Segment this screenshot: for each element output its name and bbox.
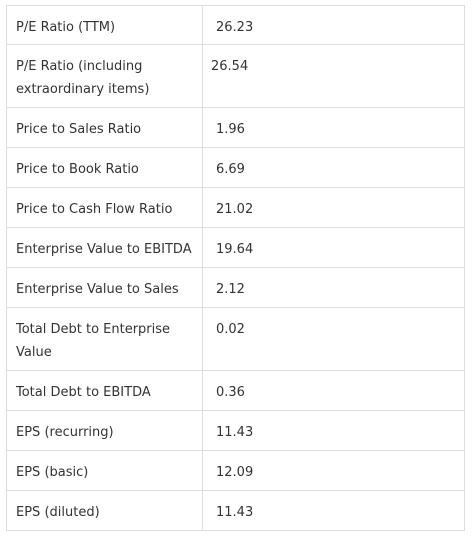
table-row-price-to-book: Price to Book Ratio 6.69: [6, 147, 465, 188]
ratio-label: Price to Cash Flow Ratio: [6, 187, 203, 228]
ratio-value: 11.43: [202, 490, 465, 531]
table-row-ev-to-sales: Enterprise Value to Sales 2.12: [6, 267, 465, 308]
ratio-label: Enterprise Value to Sales: [6, 267, 203, 308]
ratio-label: Enterprise Value to EBITDA: [6, 227, 203, 268]
ratio-label: EPS (basic): [6, 450, 203, 491]
table-row-pe-ttm: P/E Ratio (TTM) 26.23: [6, 5, 465, 45]
table-row-ev-to-ebitda: Enterprise Value to EBITDA 19.64: [6, 227, 465, 268]
ratio-value: 12.09: [202, 450, 465, 491]
ratio-value: 21.02: [202, 187, 465, 228]
ratio-label: Total Debt to Enterprise Value: [6, 307, 203, 371]
ratio-label: P/E Ratio (including extraordinary items…: [6, 44, 203, 108]
table-row-eps-recurring: EPS (recurring) 11.43: [6, 410, 465, 451]
table-row-eps-basic: EPS (basic) 12.09: [6, 450, 465, 491]
ratio-value: 2.12: [202, 267, 465, 308]
ratios-table-body: P/E Ratio (TTM) 26.23 P/E Ratio (includi…: [6, 5, 465, 531]
table-row-price-to-sales: Price to Sales Ratio 1.96: [6, 107, 465, 148]
ratio-value: 6.69: [202, 147, 465, 188]
ratio-value: 19.64: [202, 227, 465, 268]
table-row-debt-to-ev: Total Debt to Enterprise Value 0.02: [6, 307, 465, 371]
ratio-value: 26.54: [202, 44, 465, 108]
ratio-value: 26.23: [202, 5, 465, 45]
ratio-value: 0.02: [202, 307, 465, 371]
valuation-ratios-table: P/E Ratio (TTM) 26.23 P/E Ratio (includi…: [6, 5, 465, 531]
table-row-debt-to-ebitda: Total Debt to EBITDA 0.36: [6, 370, 465, 411]
table-row-pe-including-extraordinary: P/E Ratio (including extraordinary items…: [6, 44, 465, 108]
ratio-value: 11.43: [202, 410, 465, 451]
ratio-value: 0.36: [202, 370, 465, 411]
ratio-label: Price to Book Ratio: [6, 147, 203, 188]
ratio-label: EPS (recurring): [6, 410, 203, 451]
ratio-label: P/E Ratio (TTM): [6, 5, 203, 45]
ratio-value: 1.96: [202, 107, 465, 148]
table-row-eps-diluted: EPS (diluted) 11.43: [6, 490, 465, 531]
table-row-price-to-cash-flow: Price to Cash Flow Ratio 21.02: [6, 187, 465, 228]
ratio-label: EPS (diluted): [6, 490, 203, 531]
ratio-label: Price to Sales Ratio: [6, 107, 203, 148]
ratio-label: Total Debt to EBITDA: [6, 370, 203, 411]
